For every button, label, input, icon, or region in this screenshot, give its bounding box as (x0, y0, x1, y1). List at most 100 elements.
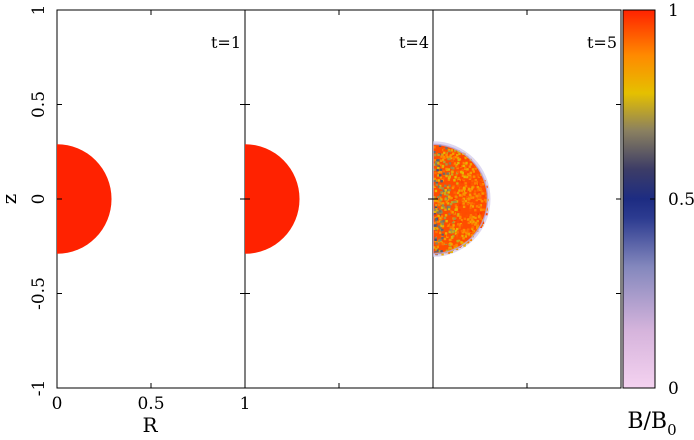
noise-speck (463, 159, 467, 163)
noise-speck (456, 191, 460, 195)
y-tick-label: 1 (29, 5, 49, 16)
noise-speck (474, 213, 478, 216)
noise-speck (479, 198, 482, 202)
noise-speck (451, 211, 454, 214)
noise-speck (433, 221, 437, 225)
noise-speck (459, 213, 462, 216)
noise-speck (441, 242, 444, 246)
noise-speck (480, 178, 484, 181)
noise-speck (477, 175, 481, 179)
noise-speck (448, 243, 452, 247)
noise-speck (454, 176, 457, 179)
noise-speck (476, 191, 479, 195)
noise-speck (450, 250, 453, 254)
noise-speck (445, 249, 449, 253)
noise-speck (448, 157, 451, 161)
noise-speck (468, 229, 471, 233)
noise-speck (474, 221, 478, 225)
noise-speck (454, 195, 458, 198)
half-disk-2 (245, 144, 300, 254)
noise-speck (433, 196, 436, 199)
noise-speck (439, 231, 442, 235)
noise-speck (451, 220, 455, 224)
noise-speck (435, 230, 438, 234)
noise-speck (435, 221, 438, 224)
noise-speck (446, 205, 450, 209)
noise-speck (483, 208, 486, 211)
noise-speck (458, 224, 462, 227)
noise-speck (443, 216, 447, 220)
noise-speck (458, 208, 461, 212)
noise-speck (438, 214, 442, 217)
noise-speck (467, 221, 471, 225)
noise-speck (441, 233, 444, 236)
noise-speck (444, 189, 447, 192)
noise-speck (467, 173, 470, 176)
noise-speck (440, 159, 443, 162)
noise-speck (452, 197, 456, 200)
noise-speck (447, 251, 451, 254)
noise-speck (461, 169, 465, 172)
noise-speck (439, 228, 443, 231)
noise-speck (449, 223, 453, 226)
y-tick-label: -1 (29, 380, 49, 397)
noise-speck (459, 220, 462, 224)
noise-speck (437, 185, 441, 188)
noise-speck (479, 217, 482, 221)
noise-speck (446, 202, 450, 205)
noise-speck (435, 248, 438, 251)
noise-speck (456, 165, 460, 168)
noise-speck (477, 183, 481, 186)
noise-speck (462, 228, 466, 232)
noise-speck (479, 208, 483, 212)
noise-speck (440, 206, 444, 209)
noise-speck (439, 168, 443, 172)
noise-speck (481, 192, 484, 195)
noise-speck (459, 187, 463, 190)
noise-speck (464, 191, 467, 194)
noise-speck (471, 205, 475, 208)
noise-speck (468, 177, 472, 181)
noise-speck (447, 207, 451, 211)
noise-speck (462, 192, 465, 195)
noise-speck (445, 200, 449, 204)
noise-speck (441, 231, 445, 234)
noise-speck (440, 211, 443, 214)
noise-speck (450, 201, 454, 204)
noise-speck (475, 193, 478, 196)
noise-speck (441, 222, 445, 225)
noise-speck (446, 172, 449, 175)
noise-speck (449, 228, 452, 232)
noise-speck (444, 241, 448, 244)
noise-speck (434, 216, 437, 219)
noise-speck (478, 196, 481, 199)
noise-speck (437, 243, 441, 246)
noise-speck (459, 164, 462, 168)
noise-speck (458, 194, 462, 197)
noise-speck (472, 215, 475, 219)
plot-panels: t=1 t=4 t=5 (56, 9, 622, 389)
noise-speck (447, 234, 450, 237)
noise-speck (470, 228, 474, 231)
colorbar-label: B/B0 (627, 409, 676, 439)
noise-speck (456, 184, 460, 187)
noise-speck (470, 187, 474, 191)
noise-speck (450, 213, 453, 216)
noise-speck (446, 189, 449, 192)
noise-speck (438, 203, 441, 207)
noise-speck (438, 225, 441, 228)
noise-speck (439, 163, 442, 167)
noise-speck (456, 236, 459, 239)
noise-speck (452, 181, 455, 184)
noise-speck (438, 220, 442, 223)
noise-speck (437, 166, 440, 170)
noise-speck (453, 179, 456, 182)
noise-speck (474, 229, 478, 232)
noise-speck (455, 208, 458, 211)
noise-speck (447, 152, 451, 155)
noise-speck (464, 184, 468, 188)
noise-speck (433, 208, 437, 212)
noise-speck (449, 225, 452, 229)
noise-speck (465, 189, 468, 193)
noise-speck (477, 200, 481, 203)
